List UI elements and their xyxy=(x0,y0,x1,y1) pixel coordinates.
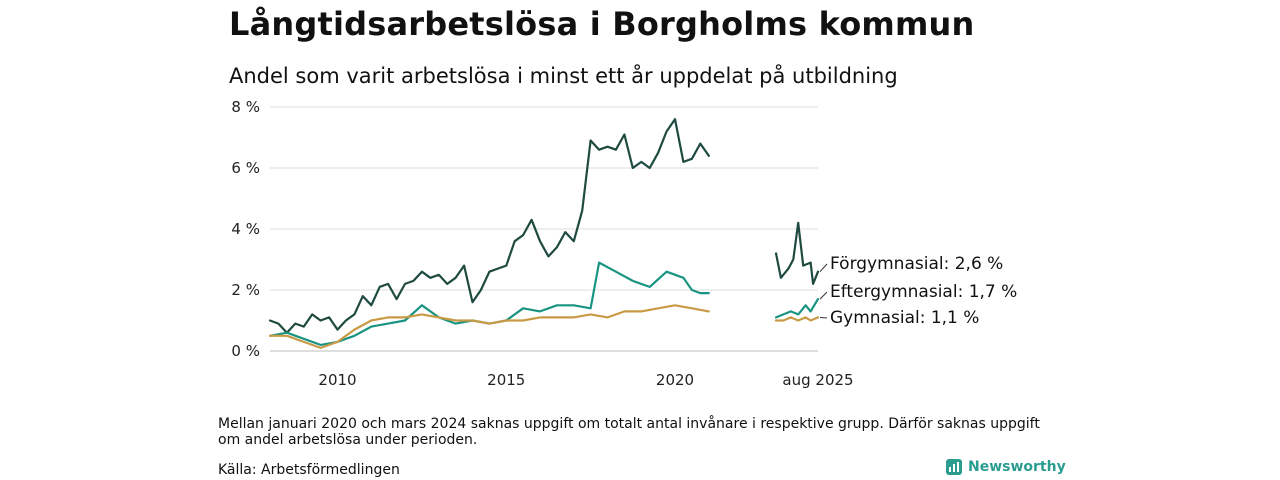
series-end-label: Gymnasial: 1,1 % xyxy=(830,308,979,328)
label-leader xyxy=(819,291,828,300)
series-line xyxy=(268,304,710,349)
series-end-labels: Förgymnasial: 2,6 % Eftergymnasial: 1,7 %… xyxy=(819,254,1017,328)
y-axis-labels: 0 % 2 % 4 % 6 % 8 % xyxy=(231,98,260,360)
series-line xyxy=(774,298,820,319)
label-leader xyxy=(819,316,828,319)
label-leader xyxy=(819,263,828,273)
series-lines xyxy=(268,118,820,349)
x-tick-label: aug 2025 xyxy=(782,371,853,389)
gridlines xyxy=(270,106,818,352)
series-end-label: Förgymnasial: 2,6 % xyxy=(830,254,1003,274)
series-line xyxy=(268,118,710,334)
source-credit: Källa: Arbetsförmedlingen xyxy=(218,462,400,478)
x-tick-label: 2010 xyxy=(318,371,356,389)
y-tick-label: 4 % xyxy=(231,220,260,238)
brand-logo[interactable]: Newsworthy xyxy=(946,459,1066,475)
newsworthy-logo-icon xyxy=(946,459,962,475)
x-tick-label: 2020 xyxy=(656,371,694,389)
y-tick-label: 6 % xyxy=(231,159,260,177)
series-line xyxy=(774,316,820,322)
series-end-label: Eftergymnasial: 1,7 % xyxy=(830,282,1017,302)
y-tick-label: 8 % xyxy=(231,98,260,116)
y-tick-label: 0 % xyxy=(231,342,260,360)
x-tick-label: 2015 xyxy=(487,371,525,389)
y-tick-label: 2 % xyxy=(231,281,260,299)
series-line xyxy=(268,261,710,346)
chart-title: Långtidsarbetslösa i Borgholms kommun xyxy=(229,5,975,43)
chart-subtitle: Andel som varit arbetslösa i minst ett å… xyxy=(229,64,898,88)
x-axis-labels: 2010 2015 2020 aug 2025 xyxy=(318,371,853,389)
series-line xyxy=(774,221,820,285)
line-chart: 0 % 2 % 4 % 6 % 8 % 2010 2015 2020 aug 2025 För… xyxy=(231,98,1017,389)
footnote: Mellan januari 2020 och mars 2024 saknas… xyxy=(218,416,1040,448)
brand-name: Newsworthy xyxy=(968,459,1066,475)
